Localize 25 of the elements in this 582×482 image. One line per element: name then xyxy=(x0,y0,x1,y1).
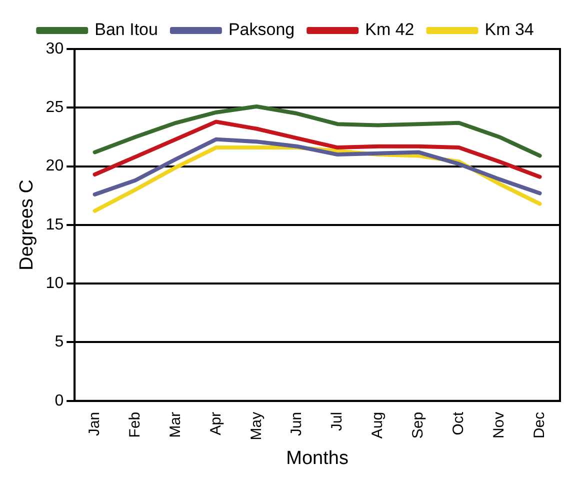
x-tick-label: Jan xyxy=(86,412,103,436)
legend-label: Km 42 xyxy=(365,20,414,40)
y-tick-label: 30 xyxy=(46,40,64,58)
x-tick-label: Oct xyxy=(450,411,468,436)
y-tick-label: 10 xyxy=(46,274,64,292)
y-tick-label: 25 xyxy=(46,99,64,116)
legend-label: Km 34 xyxy=(484,20,534,40)
legend-label: Ban Itou xyxy=(94,20,158,40)
y-axis-title: Degrees C xyxy=(16,180,38,270)
x-tick-label: Jul xyxy=(328,412,346,432)
y-tick-label: 5 xyxy=(54,334,64,351)
x-axis-title: Months xyxy=(286,448,348,469)
x-tick-label: Apr xyxy=(207,412,224,436)
x-tick-label: Feb xyxy=(126,412,144,438)
y-tick-label: 0 xyxy=(54,392,64,410)
y-tick-label: 20 xyxy=(46,158,64,175)
legend-label: Paksong xyxy=(228,20,295,40)
x-tick-label: Aug xyxy=(369,412,386,439)
y-tick-label: 15 xyxy=(46,216,64,234)
x-tick-label: May xyxy=(248,411,265,440)
x-tick-label: Dec xyxy=(530,411,548,439)
x-tick-label: Jun xyxy=(288,412,306,436)
x-tick-label: Nov xyxy=(490,411,508,439)
x-tick-label: Sep xyxy=(410,412,427,439)
x-tick-label: Mar xyxy=(166,412,184,438)
